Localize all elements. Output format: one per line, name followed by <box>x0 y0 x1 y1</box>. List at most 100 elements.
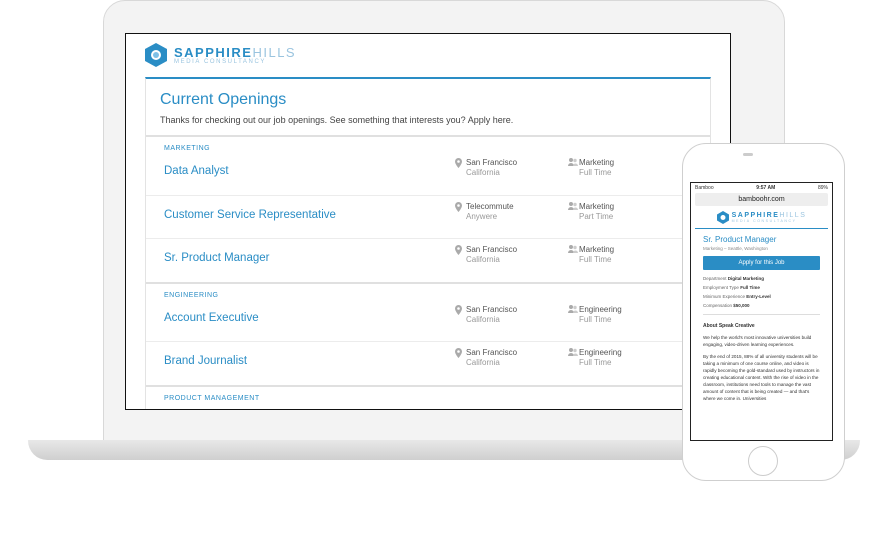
city: San Francisco <box>466 158 518 167</box>
pin-icon <box>455 348 462 358</box>
logo-tagline: MEDIA CONSULTANCY <box>731 219 797 223</box>
location: San Francisco California <box>455 158 518 178</box>
detail-line: Employment Type Full Time <box>703 285 820 290</box>
department-name: Engineering <box>579 348 622 357</box>
pin-icon <box>455 245 462 255</box>
city: San Francisco <box>466 304 518 314</box>
department-name: Marketing <box>579 245 615 254</box>
logo-word: SAPPHIRE <box>174 44 253 60</box>
job-type: Full Time <box>579 168 612 177</box>
about-heading: About Speak Creative <box>703 314 820 329</box>
city: San Francisco <box>466 245 518 254</box>
job-groups: MARKETING Data Analyst San Francisco Califo… <box>146 135 710 402</box>
detail-line: Compensation $50,000 <box>703 303 820 308</box>
header: Current Openings Thanks for checking out… <box>146 79 710 135</box>
home-button <box>748 446 778 476</box>
people-icon <box>568 348 578 356</box>
logo-word: HILLS <box>252 44 297 60</box>
status-bar: Bamboo 9:57 AM 89% <box>691 183 832 193</box>
region: California <box>466 314 500 324</box>
location: Telecommute Anywere <box>455 201 514 222</box>
detail-label: Employment Type <box>703 285 739 290</box>
city: Telecommute <box>466 201 514 211</box>
job-title[interactable]: Customer Service Representative <box>164 208 336 221</box>
laptop-base <box>28 440 860 460</box>
logo-tagline: MEDIA CONSULTANCY <box>174 58 266 65</box>
job-row: Brand Journalist San Francisco California E… <box>146 342 710 385</box>
job-group: MARKETING Data Analyst San Francisco Califo… <box>146 135 710 282</box>
laptop-screen: SAPPHIREHILLS MEDIA CONSULTANCY Current … <box>125 33 731 410</box>
battery: 89% <box>817 185 828 191</box>
logo-icon <box>145 43 167 67</box>
department-name: Marketing <box>579 201 615 211</box>
detail-line: Department Digital Marketing <box>703 276 820 281</box>
people-icon <box>568 304 578 313</box>
job-title[interactable]: Brand Journalist <box>164 355 248 367</box>
detail-value: $50,000 <box>733 303 750 308</box>
region: California <box>466 168 500 177</box>
department-name: Marketing <box>579 158 615 167</box>
camera <box>743 153 753 156</box>
paragraph: We help the world's most innovative univ… <box>703 335 812 347</box>
job-title[interactable]: Data Analyst <box>164 165 229 177</box>
job-type: Full Time <box>579 255 612 264</box>
pin-icon <box>455 158 462 168</box>
location: San Francisco California <box>455 245 518 265</box>
region: California <box>466 358 500 367</box>
detail-line: Minimum Experience Entry-Level <box>703 294 820 299</box>
department: Marketing Part Time <box>568 201 615 222</box>
time: 9:57 AM <box>756 185 776 191</box>
department: Marketing Full Time <box>568 245 615 265</box>
pin-icon <box>455 201 462 212</box>
job-row: Data Analyst San Francisco California Marke… <box>146 152 710 196</box>
detail-value: Full Time <box>740 285 760 290</box>
job-row: Customer Service Representative Telecommu… <box>146 196 710 239</box>
job-title: Sr. Product Manager <box>703 235 777 244</box>
paragraph: By the end of 2015, 88% of all universit… <box>703 354 820 401</box>
logo-word: SAPPHIRE <box>731 212 780 219</box>
people-icon <box>568 158 578 166</box>
department: Engineering Full Time <box>568 304 622 325</box>
group-name: PRODUCT MANAGEMENT <box>164 394 260 402</box>
carrier: Bamboo <box>695 185 714 191</box>
job-title[interactable]: Account Executive <box>164 311 259 324</box>
pin-icon <box>455 304 462 315</box>
job-group: PRODUCT MANAGEMENT <box>146 384 710 402</box>
department: Marketing Full Time <box>568 158 615 178</box>
detail-label: Compensation <box>703 303 733 308</box>
detail-value: Entry-Level <box>746 294 771 299</box>
location: San Francisco California <box>455 348 518 368</box>
intro: Thanks for checking out our job openings… <box>160 115 514 125</box>
details: Department Digital Marketing Employment T… <box>703 276 820 308</box>
url-bar: bamboohr.com <box>695 193 828 206</box>
about-text: We help the world's most innovative univ… <box>703 334 820 402</box>
region: Anywere <box>466 211 498 221</box>
logo: SAPPHIREHILLS MEDIA CONSULTANCY <box>691 211 832 224</box>
openings-panel: Current Openings Thanks for checking out… <box>145 77 711 409</box>
job-group: ENGINEERING Account Executive San Francisc… <box>146 281 710 385</box>
heading: Current Openings <box>160 91 287 108</box>
city: San Francisco <box>466 348 518 357</box>
location: San Francisco California <box>455 304 518 325</box>
detail-value: Digital Marketing <box>727 276 765 281</box>
group-name: ENGINEERING <box>164 291 219 299</box>
job-subtitle: Marketing – Seattle, Washington <box>703 246 768 251</box>
detail-label: Department <box>703 276 727 281</box>
group-name: MARKETING <box>164 145 211 152</box>
apply-button[interactable]: Apply for this Job <box>703 256 820 270</box>
people-icon <box>568 245 578 253</box>
logo: SAPPHIREHILLS MEDIA CONSULTANCY <box>144 42 296 68</box>
region: California <box>466 255 500 264</box>
department: Engineering Full Time <box>568 348 622 368</box>
logo-icon <box>716 211 729 224</box>
job-type: Full Time <box>579 358 612 367</box>
job-title[interactable]: Sr. Product Manager <box>164 252 270 264</box>
job-type: Full Time <box>579 314 612 324</box>
job-detail: Sr. Product Manager Marketing – Seattle,… <box>695 228 828 413</box>
phone-screen: Bamboo 9:57 AM 89% bamboohr.com SAPPHIREHI… <box>690 182 833 441</box>
job-type: Part Time <box>579 211 614 221</box>
job-row: Sr. Product Manager San Francisco Californ… <box>146 239 710 282</box>
job-row: Account Executive San Francisco California… <box>146 299 710 342</box>
department-name: Engineering <box>579 304 622 314</box>
